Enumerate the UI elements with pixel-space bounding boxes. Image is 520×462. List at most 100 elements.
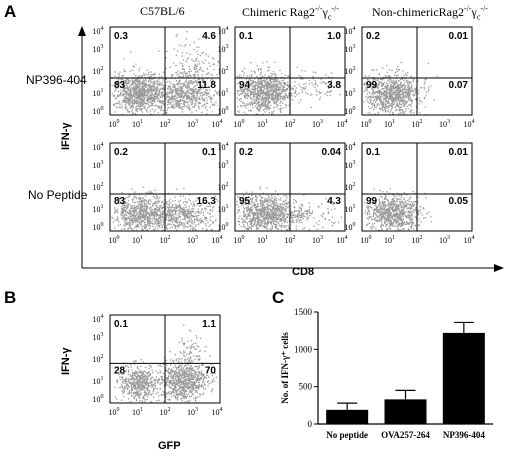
flow-plot-r1-c0-y-tick-0: 100 xyxy=(93,222,104,232)
flow-plot-b-x-tick-4: 104 xyxy=(212,407,223,417)
flow-plot-r1-c1-quad-ll: 95 xyxy=(239,196,251,207)
flow-plot-r1-c0-quad-lr: 16.3 xyxy=(197,196,217,207)
flow-plot-b-y-tick-1: 101 xyxy=(93,376,104,386)
flow-plot-r0-c0-x-tick-exp-2: 2 xyxy=(168,119,171,125)
flow-plot-r1-c0-quad-ul: 0.2 xyxy=(114,147,128,158)
flow-plot-r0-c1-x-tick-exp-1: 1 xyxy=(265,119,268,125)
flow-plot-r0-c1-y-tick-2: 102 xyxy=(218,66,229,76)
panel-a-x-label: CD8 xyxy=(292,266,315,278)
flow-plot-r1-c0-y-tick-exp-4: 4 xyxy=(101,142,104,148)
flow-plot-b-x-tick-exp-2: 2 xyxy=(168,407,171,413)
panel-b-letter: B xyxy=(4,288,17,307)
flow-plot-b-x-tick-2: 102 xyxy=(160,407,171,417)
flow-plot-r0-c2-y-tick-3: 103 xyxy=(345,44,356,54)
flow-plot-b-quad-ur: 1.1 xyxy=(202,319,216,330)
flow-plot-r1-c1-y-tick-0: 100 xyxy=(218,222,229,232)
flow-plot-r1-c0-x-tick-exp-4: 4 xyxy=(220,235,223,241)
bar-chart-ytick-label-3: 1500 xyxy=(294,307,313,317)
flow-plot-r0-c2-quad-ll: 99 xyxy=(366,80,378,91)
flow-plot-r1-c0-y-tick-1: 101 xyxy=(93,204,104,214)
column-title-chimeric-gamma: γ xyxy=(322,5,328,19)
flow-plot-r1-c1-x-tick-4: 104 xyxy=(337,235,348,245)
flow-plot-b-y-tick-4: 104 xyxy=(93,314,104,324)
flow-plot-r0-c2-quad-ul: 0.2 xyxy=(366,31,380,42)
panel-a-letter: A xyxy=(4,2,17,21)
flow-plot-r1-c0-x-tick-exp-3: 3 xyxy=(195,235,198,241)
flow-plot-r0-c0-x-tick-2: 102 xyxy=(160,119,171,129)
flow-plot-r1-c1-y-tick-exp-1: 1 xyxy=(226,204,229,210)
flow-plot-r1-c2-x-tick-exp-3: 3 xyxy=(447,235,450,241)
flow-plot-r0-c0-y-tick-2: 102 xyxy=(93,66,104,76)
flow-plot-b-y-tick-exp-4: 4 xyxy=(101,314,104,320)
flow-plot-r1-c2-y-tick-4: 104 xyxy=(345,142,356,152)
flow-plot-r1-c0-x-tick-1: 101 xyxy=(132,235,143,245)
flow-plot-r0-c1-y-tick-exp-3: 3 xyxy=(226,44,229,50)
flow-plot-r0-c1-y-tick-exp-2: 2 xyxy=(226,66,229,72)
flow-plot-r0-c2-x-tick-exp-0: 0 xyxy=(369,119,372,125)
flow-plot-r1-c2-quad-ul: 0.1 xyxy=(366,147,380,158)
flow-plot-r0-c0-quad-ul: 0.3 xyxy=(114,31,128,42)
panel-a-y-arrowhead xyxy=(78,26,86,36)
flow-plot-r1-c2-x-tick-4: 104 xyxy=(464,235,475,245)
flow-plot-b-x-tick-3: 103 xyxy=(187,407,198,417)
flow-plot-r0-c2-y-tick-exp-1: 1 xyxy=(353,88,356,94)
column-title-nonchimeric: Non-chimericRag2-/-γc-/- xyxy=(372,4,488,21)
flow-plot-b-y-tick-0: 100 xyxy=(93,394,104,404)
panel-c-letter: C xyxy=(272,288,285,307)
flow-plot-r0-c1-x-tick-exp-4: 4 xyxy=(345,119,348,125)
bar-0 xyxy=(326,409,369,424)
flow-plot-r1-c2-y-tick-exp-3: 3 xyxy=(353,160,356,166)
flow-plot-r0-c0-y-tick-exp-3: 3 xyxy=(101,44,104,50)
flow-plot-r0-c1-y-tick-exp-0: 0 xyxy=(226,106,229,112)
flow-plot-r0-c1-y-tick-3: 103 xyxy=(218,44,229,54)
flow-plot-r0-c0-y-tick-exp-1: 1 xyxy=(101,88,104,94)
flow-plot-r1-c2-quad-ur: 0.01 xyxy=(449,147,469,158)
flow-plot-r1-c0-quad-ur: 0.1 xyxy=(202,147,216,158)
flow-plot-r0-c0-y-tick-4: 104 xyxy=(93,26,104,36)
flow-plot-r1-c2-y-tick-3: 103 xyxy=(345,160,356,170)
flow-plot-r1-c1-quad-ur: 0.04 xyxy=(322,147,342,158)
flow-plot-r0-c1-quad-ul: 0.1 xyxy=(239,31,253,42)
flow-plot-r1-c0-x-tick-4: 104 xyxy=(212,235,223,245)
flow-plot-r0-c0-y-tick-exp-4: 4 xyxy=(101,26,104,32)
flow-plot-r1-c1-x-tick-exp-1: 1 xyxy=(265,235,268,241)
flow-plot-r0-c2-x-tick-1: 101 xyxy=(384,119,395,129)
flow-plot-r0-c0-x-tick-0: 100 xyxy=(109,119,120,129)
bar-category-label-0: No peptide xyxy=(326,430,368,440)
flow-plot-r0-c2-x-tick-2: 102 xyxy=(412,119,423,129)
flow-plot-r0-c1-x-tick-exp-0: 0 xyxy=(242,119,245,125)
bar-chart-ytick-label-1: 500 xyxy=(299,382,313,392)
flow-plot-r0-c2-y-tick-0: 100 xyxy=(345,106,356,116)
flow-plot-r0-c0-quad-ur: 4.6 xyxy=(202,31,216,42)
flow-plot-r1-c0-y-tick-exp-2: 2 xyxy=(101,182,104,188)
cell-dots xyxy=(175,324,207,380)
flow-plot-r1-c0-y-tick-3: 103 xyxy=(93,160,104,170)
flow-plot-r1-c1-x-tick-exp-4: 4 xyxy=(345,235,348,241)
flow-plot-r0-c1-quad-lr: 3.8 xyxy=(327,80,341,91)
flow-plot-r1-c0-x-tick-0: 100 xyxy=(109,235,120,245)
flow-plot-r0-c1-x-tick-exp-3: 3 xyxy=(320,119,323,125)
flow-plot-r1-c0-y-tick-exp-0: 0 xyxy=(101,222,104,228)
flow-plot-r1-c1-quad-ul: 0.2 xyxy=(239,147,253,158)
flow-plot-r0-c2-x-tick-3: 103 xyxy=(439,119,450,129)
flow-plot-r1-c0-x-tick-exp-2: 2 xyxy=(168,235,171,241)
flow-plot-r1-c1-y-tick-1: 101 xyxy=(218,204,229,214)
flow-plot-b-y-tick-exp-1: 1 xyxy=(101,376,104,382)
cell-dots xyxy=(111,186,178,232)
flow-plot-r1-c2-quad-ll: 99 xyxy=(366,196,378,207)
flow-plot-b-x-tick-exp-3: 3 xyxy=(195,407,198,413)
flow-plot-r0-c2-x-tick-exp-1: 1 xyxy=(392,119,395,125)
bar-chart-ytick-label-2: 1000 xyxy=(294,344,313,354)
cell-dots xyxy=(236,61,313,116)
flow-plot-r1-c2-y-tick-1: 101 xyxy=(345,204,356,214)
cell-dots xyxy=(146,350,217,403)
flow-plot-r1-c0-x-tick-3: 103 xyxy=(187,235,198,245)
flow-plot-r0-c1-x-tick-exp-2: 2 xyxy=(293,119,296,125)
flow-plot-r0-c1-y-tick-4: 104 xyxy=(218,26,229,36)
flow-plot-r1-c1-y-tick-4: 104 xyxy=(218,142,229,152)
flow-plot-r0-c1-x-tick-3: 103 xyxy=(312,119,323,129)
flow-plot-r0-c1-y-tick-exp-4: 4 xyxy=(226,26,229,32)
